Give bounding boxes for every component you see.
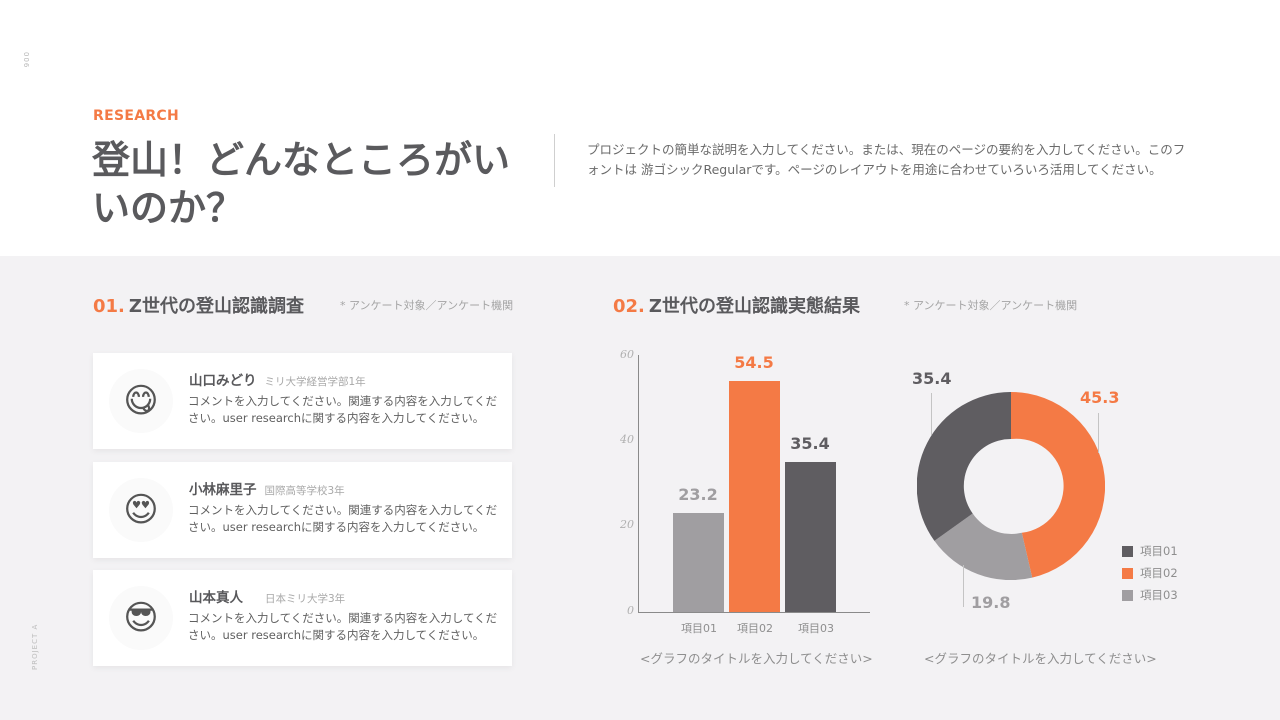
page-number: 006 [22,52,30,69]
respondent-name: 山本真人 日本ミリ大学3年 [189,586,345,606]
donut-chart-title: <グラフのタイトルを入力してください> [924,651,1157,666]
project-tag: PROJECT A [31,623,39,670]
bar-item01: 23.2 [673,485,724,612]
section2-note: * アンケート対象／アンケート機関 [904,299,1078,312]
bar-chart: 60 40 20 0 23.2 54.5 35.4 項目01 項目02 項目03 [610,340,890,640]
donut-slice-item01 [917,392,1011,541]
avatar: 😍 [109,478,173,542]
legend-item: 項目02 [1122,562,1178,584]
sunglasses-emoji-icon: 😎 [123,598,159,638]
page-description: プロジェクトの簡単な説明を入力してください。または、現在のページの要約を入力して… [587,142,1186,177]
respondent-comment: コメントを入力してください。関連する内容を入力してください。user resea… [188,503,498,534]
donut-value-item01: 35.4 [912,369,952,388]
y-tick: 20 [620,518,634,531]
avatar: 😋 [109,369,173,433]
heart-eyes-emoji-icon: 😍 [123,490,159,530]
bar-value: 23.2 [678,485,718,504]
header-panel [0,0,1280,256]
donut-chart [917,392,1105,580]
legend-label: 項目02 [1140,566,1178,580]
section2-number: 02. [613,296,645,317]
comment-card: 😍 小林麻里子 国際高等学校3年 コメントを入力してください。関連する内容を入力し… [93,462,512,558]
donut-slice-item03 [934,513,1033,580]
x-label: 項目03 [798,622,834,635]
bar-item02: 54.5 [729,353,780,612]
respondent-affiliation: 日本ミリ大学3年 [265,593,346,605]
donut-slice-item02 [1011,392,1105,578]
leader-line [931,393,932,435]
bar-value: 54.5 [734,353,774,372]
respondent-name-text: 小林麻里子 [189,482,257,498]
section1-title-text: Z世代の登山認識調査 [128,296,304,317]
respondent-name-text: 山本真人 [189,590,243,606]
donut-value-item03: 19.8 [971,593,1011,612]
y-tick: 60 [620,348,634,361]
legend-swatch [1122,545,1133,557]
donut-legend: 項目01 項目02 項目03 [1122,540,1178,606]
section1-note: * アンケート対象／アンケート機関 [340,299,514,312]
respondent-comment: コメントを入力してください。関連する内容を入力してください。user resea… [188,611,498,642]
y-axis [638,355,639,613]
section1-number: 01. [93,296,125,317]
respondent-affiliation: ミリ大学経営学部1年 [264,376,366,388]
y-tick: 40 [620,433,634,446]
section2-title: 02. Z世代の登山認識実態結果 [613,292,860,318]
section1-title: 01. Z世代の登山認識調査 [93,292,304,318]
leader-line [963,565,964,607]
yum-face-emoji-icon: 😋 [123,381,159,421]
x-label: 項目01 [681,622,717,635]
bar-chart-title: <グラフのタイトルを入力してください> [640,651,873,666]
legend-label: 項目01 [1140,544,1178,558]
x-label: 項目02 [737,622,773,635]
legend-item: 項目03 [1122,584,1178,606]
legend-label: 項目03 [1140,588,1178,602]
leader-line [1098,413,1099,453]
section2-title-text: Z世代の登山認識実態結果 [648,296,860,317]
respondent-affiliation: 国際高等学校3年 [264,485,345,497]
respondent-name-text: 山口みどり [189,373,257,389]
page-title: 登山！どんなところがいいのか？ [92,138,511,230]
legend-swatch [1122,589,1133,601]
comment-card: 😋 山口みどり ミリ大学経営学部1年 コメントを入力してください。関連する内容を入… [93,353,512,449]
comment-card: 😎 山本真人 日本ミリ大学3年 コメントを入力してください。関連する内容を入力して… [93,570,512,666]
legend-swatch [1122,567,1133,579]
respondent-name: 山口みどり ミリ大学経営学部1年 [189,369,366,389]
respondent-name: 小林麻里子 国際高等学校3年 [189,478,345,498]
header-divider [554,134,555,187]
eyebrow-label: RESEARCH [93,108,179,124]
donut-value-item02: 45.3 [1080,388,1120,407]
x-axis [638,612,870,613]
legend-item: 項目01 [1122,540,1178,562]
y-tick: 0 [627,604,634,617]
respondent-comment: コメントを入力してください。関連する内容を入力してください。user resea… [188,394,498,425]
bar-value: 35.4 [790,434,830,453]
avatar: 😎 [109,586,173,650]
bar-item03: 35.4 [785,434,836,612]
